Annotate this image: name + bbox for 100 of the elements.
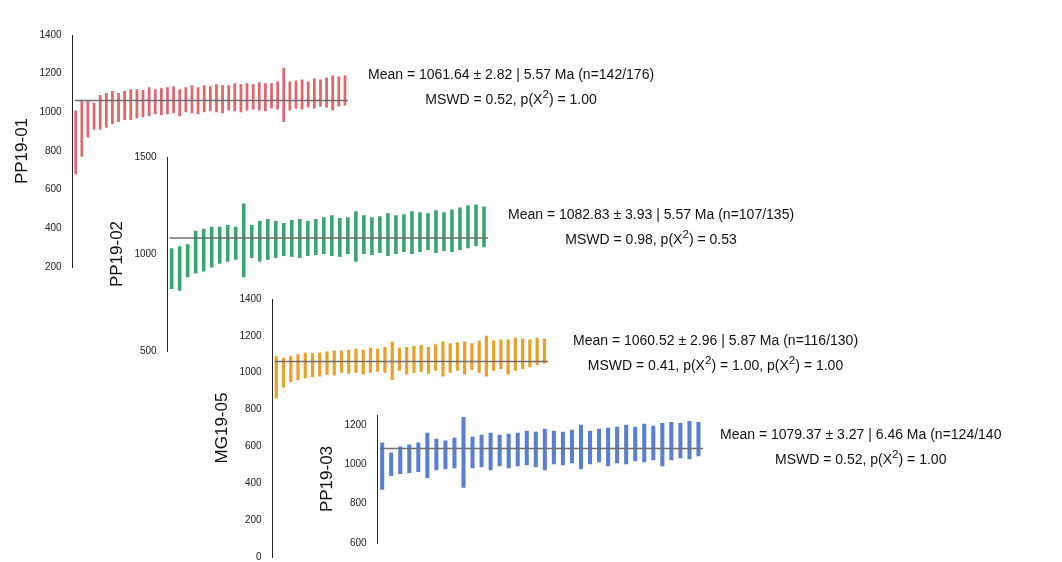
bar [273, 221, 278, 258]
y-tick-label: 1200 [239, 329, 263, 341]
bar [477, 340, 481, 373]
bar [458, 207, 462, 251]
bar [687, 420, 692, 460]
bar [274, 356, 278, 399]
bar [221, 85, 224, 114]
bar [448, 343, 452, 373]
bar [104, 93, 108, 128]
bar [251, 84, 255, 110]
bar [288, 81, 292, 111]
bar [172, 86, 175, 114]
bar [370, 217, 374, 255]
bar [233, 83, 237, 112]
bar [362, 215, 366, 254]
bar [265, 219, 270, 260]
y-tick-label: 600 [244, 440, 263, 452]
text: Mean = 1061.64 ± 2.82 | 5.57 Ma (n=142/176) [368, 65, 655, 84]
bar [560, 431, 565, 466]
text: Mean = 1060.52 ± 2.96 | 5.87 Ma (n=116/130) [573, 331, 859, 350]
bar [354, 211, 358, 262]
bar [98, 94, 102, 130]
y-axis-title: MG19-05 [211, 392, 231, 464]
bar [380, 442, 385, 490]
bar [412, 345, 416, 373]
y-axis-title: PP19-02 [106, 220, 126, 288]
bar [405, 346, 409, 375]
bar [597, 428, 602, 463]
bar [227, 85, 231, 111]
bar [696, 421, 701, 457]
bar [330, 215, 334, 256]
bar [474, 204, 478, 247]
bar [322, 217, 326, 254]
bar [416, 442, 421, 473]
bar [166, 87, 169, 115]
y-tick-label: 600 [349, 536, 368, 548]
bar [233, 226, 238, 260]
bar [479, 434, 484, 468]
bar [312, 78, 316, 109]
y-tick-label: 1200 [39, 67, 63, 79]
y-tick-label: 1400 [39, 28, 63, 40]
bar [410, 211, 414, 254]
bar [314, 219, 318, 255]
bar [270, 83, 273, 109]
bar [426, 213, 430, 251]
bar [551, 430, 556, 465]
y-tick-label: 1400 [239, 292, 263, 304]
bar [241, 203, 246, 278]
y-tick-label: 500 [139, 344, 158, 356]
bar [276, 81, 280, 110]
bar [398, 446, 403, 475]
bar [159, 88, 163, 116]
bar [325, 77, 328, 108]
bar [669, 421, 674, 461]
y-tick-label: 200 [44, 260, 63, 272]
bar [153, 89, 157, 115]
bar [225, 224, 230, 262]
y-tick-label: 1000 [134, 247, 158, 259]
bar [425, 432, 430, 479]
bar [463, 341, 467, 375]
y-tick-label: 800 [349, 497, 368, 509]
bar [499, 339, 503, 370]
bar [257, 82, 261, 111]
bar [117, 93, 120, 122]
text: MSWD = 0.52, p(X$^{2}$) = 1.00 [774, 446, 948, 469]
y-tick-label: 1000 [344, 457, 368, 469]
bar [297, 219, 302, 258]
bar [466, 205, 470, 249]
bar [569, 429, 574, 464]
bar [123, 91, 127, 121]
bar [215, 84, 218, 113]
bar [651, 425, 656, 461]
bar [281, 222, 286, 256]
bar [524, 430, 529, 466]
bar [528, 339, 532, 368]
bar [378, 216, 382, 254]
bar [390, 341, 394, 381]
bar [492, 340, 496, 371]
bar [419, 345, 423, 372]
bar [506, 433, 511, 469]
bar [325, 351, 329, 375]
bar [289, 220, 294, 257]
bar [80, 100, 84, 157]
text: Mean = 1082.83 ± 3.93 | 5.57 Ma (n=107/135) [508, 205, 795, 224]
bar [282, 67, 286, 122]
bar [442, 212, 446, 252]
bar [470, 436, 475, 469]
bar [443, 440, 448, 470]
bar [407, 444, 412, 474]
y-tick-label: 1000 [239, 366, 263, 378]
bar [482, 206, 486, 248]
bar [633, 426, 638, 462]
y-tick-label: 600 [44, 183, 63, 195]
bar [386, 213, 390, 256]
y-axis-title: PP19-03 [316, 445, 336, 513]
bar [394, 215, 398, 254]
text: MSWD = 0.41, p(X$^{2}$) = 1.00, p(X$^{2}$) = 1.00 [586, 352, 845, 375]
bar [542, 428, 547, 471]
y-tick-label: 1200 [344, 418, 368, 430]
bar [147, 87, 151, 117]
